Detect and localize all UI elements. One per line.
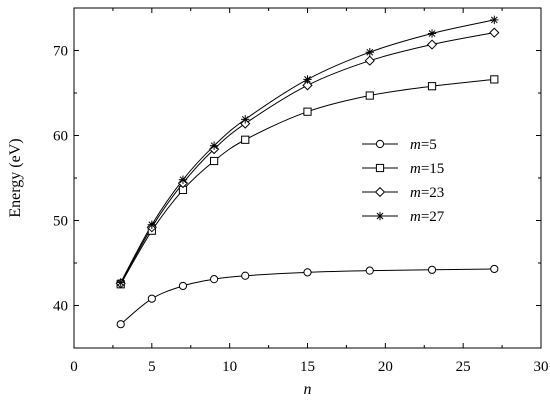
x-axis-ticks: 0 5 10 15 20 25 30	[70, 8, 549, 375]
data-point-asterisk	[209, 141, 219, 150]
legend-item: m=23	[362, 185, 444, 201]
series-line-circle	[120, 268, 495, 325]
legend-marker-asterisk	[375, 211, 385, 221]
data-point-circle	[427, 265, 437, 274]
data-point-asterisk	[147, 220, 157, 229]
data-point-square	[210, 156, 219, 166]
data-point-asterisk	[116, 278, 125, 287]
series-line-diamond	[120, 32, 495, 284]
legend-marker-circle	[375, 139, 385, 149]
data-point-square	[365, 91, 374, 100]
plot-area-frame	[73, 7, 542, 349]
y-tick-label: 60	[53, 129, 68, 145]
data-point-circle	[178, 281, 188, 291]
data-point-circle	[116, 320, 125, 329]
chart-legend: m=5 m=15 m=23 m=27	[362, 137, 445, 225]
data-point-circle	[210, 275, 219, 284]
series-markers	[115, 15, 500, 329]
y-tick-label: 40	[53, 299, 68, 315]
data-point-circle	[490, 264, 499, 274]
x-tick-label: 0	[70, 359, 78, 375]
data-point-diamond	[426, 39, 438, 50]
data-point-circle	[241, 271, 250, 280]
data-point-diamond	[489, 27, 500, 38]
data-point-diamond	[302, 80, 313, 91]
x-tick-label: 10	[222, 359, 237, 375]
legend-label: m=15	[410, 161, 444, 177]
data-point-square	[490, 75, 499, 84]
legend-label: m=5	[410, 137, 437, 153]
x-tick-label: 20	[378, 359, 393, 375]
data-point-asterisk	[490, 15, 499, 25]
y-tick-label: 70	[53, 44, 68, 60]
data-point-asterisk	[241, 115, 250, 124]
data-point-circle	[365, 266, 374, 275]
y-tick-label: 50	[53, 214, 68, 230]
data-point-square	[303, 107, 312, 116]
data-point-circle	[147, 294, 156, 303]
legend-item: m=5	[362, 137, 437, 153]
x-tick-label: 30	[534, 359, 549, 375]
legend-item: m=15	[362, 161, 444, 177]
legend-marker-square	[375, 163, 385, 173]
legend-marker-diamond	[374, 186, 386, 198]
data-point-diamond	[364, 55, 375, 66]
data-point-asterisk	[427, 29, 437, 38]
x-tick-label: 25	[456, 359, 471, 375]
x-tick-label: 5	[148, 359, 156, 375]
data-point-circle	[303, 268, 312, 277]
x-axis-title: n	[304, 381, 312, 398]
data-point-square	[427, 82, 437, 91]
x-tick-label: 15	[300, 359, 315, 375]
data-point-asterisk	[178, 175, 188, 184]
data-point-asterisk	[303, 75, 312, 84]
y-axis-title: Energy (eV)	[7, 138, 24, 217]
legend-label: m=23	[410, 185, 444, 201]
series-line-asterisk	[120, 19, 495, 283]
legend-item: m=27	[362, 209, 445, 225]
legend-label: m=27	[410, 209, 445, 225]
y-axis-ticks: 40 50 60 70	[53, 7, 541, 349]
data-point-asterisk	[365, 48, 374, 57]
data-point-square	[241, 135, 250, 144]
